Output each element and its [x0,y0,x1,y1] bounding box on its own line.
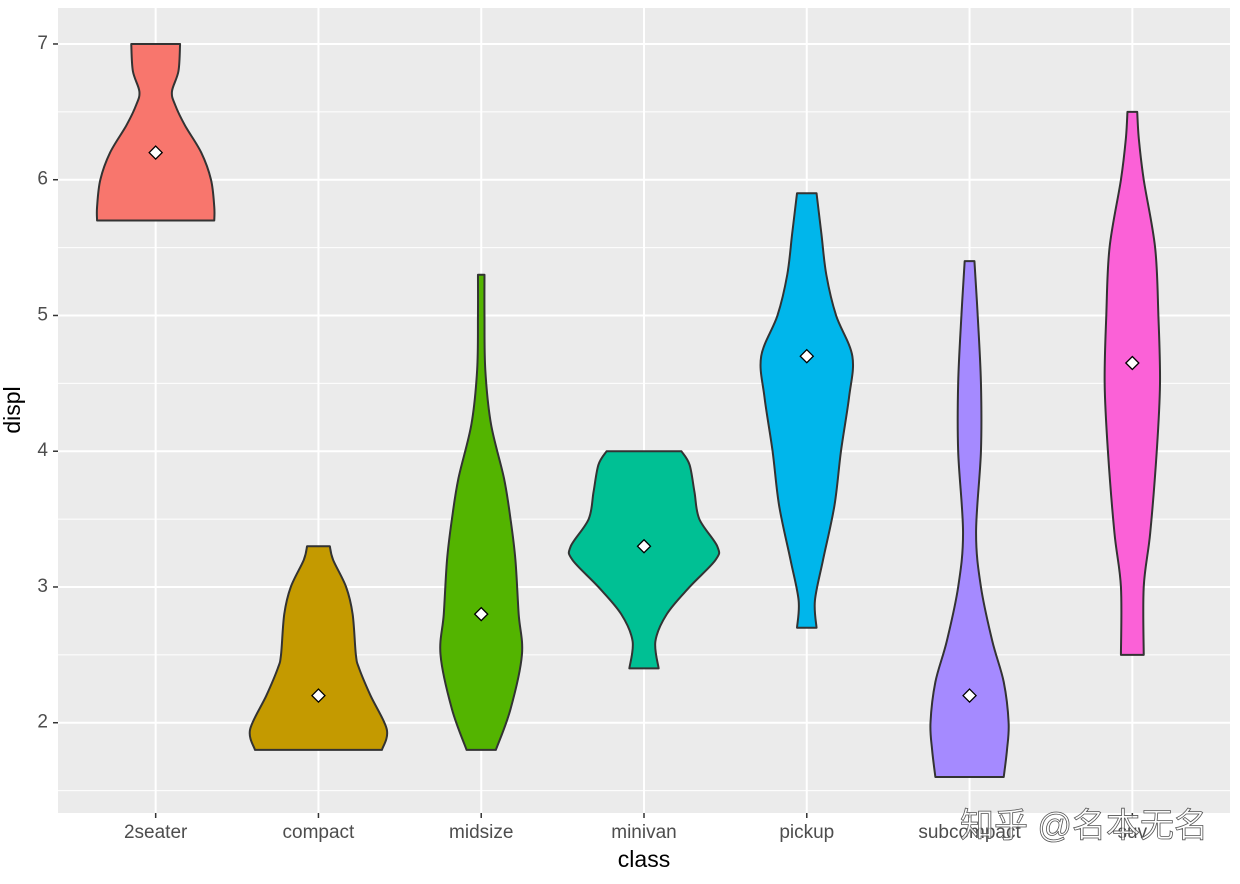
violin [929,260,1010,779]
axes: 2 3 4 5 6 7 2seater compact midsize minivan pickup… [37,33,1147,843]
x-tick-label: 2seater [124,822,188,843]
x-axis-title: class [618,846,670,872]
violins [95,42,1162,779]
median-point [473,606,489,622]
violin [439,273,524,751]
median-point [148,145,164,160]
median-point [962,688,977,703]
x-tick-label: midsize [449,822,513,843]
violin [95,42,216,222]
x-tick-label: suv [1118,822,1148,843]
y-tick-label: 5 [37,304,48,325]
violin [567,450,721,670]
y-tick-label: 3 [37,576,48,597]
x-tick-label: compact [283,822,356,843]
watermark: 知乎 @名本无名 [960,807,1208,845]
y-tick-label: 7 [37,33,48,54]
median-point [1124,355,1140,371]
median-point [311,688,326,703]
median-point [799,348,815,364]
y-axis-title: displ [0,386,25,433]
y-tick-label: 6 [37,169,48,190]
median-point [636,538,652,554]
violin [1103,110,1162,656]
violin [248,545,389,751]
x-tick-label: minivan [611,822,676,843]
x-tick-label: subcompact [918,822,1021,843]
x-tick-label: pickup [779,822,834,843]
violin [759,192,855,629]
y-tick-label: 2 [37,712,48,733]
y-tick-label: 4 [37,440,48,461]
